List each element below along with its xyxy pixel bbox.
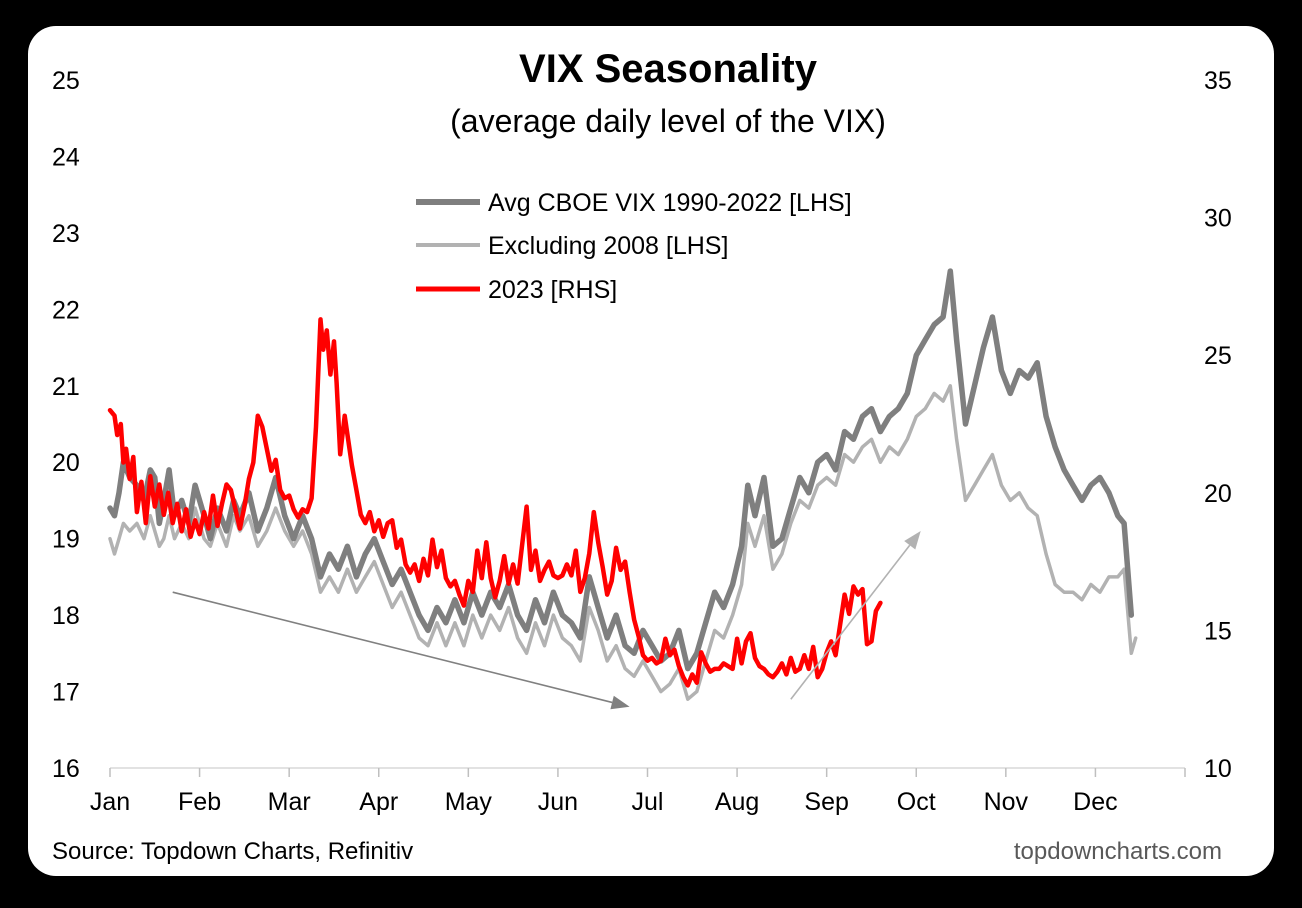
right-tick-label: 20 [1204,480,1232,508]
right-tick-label: 30 [1204,205,1232,233]
chart-card: VIX Seasonality (average daily level of … [28,26,1274,876]
series-line-2023 [107,317,883,688]
right-tick-label: 35 [1204,67,1232,95]
month-label-jul: Jul [632,788,664,816]
legend-label-avg-vix: Avg CBOE VIX 1990-2022 [LHS] [488,189,852,217]
month-label-oct: Oct [897,788,936,816]
legend: Avg CBOE VIX 1990-2022 [LHS] Excluding 2… [416,189,852,304]
month-label-jan: Jan [90,788,130,816]
annotation-arrow-line-2 [790,544,911,700]
right-axis: 10 15 20 25 30 35 [1204,67,1232,783]
month-label-nov: Nov [984,788,1029,816]
source-note: Source: Topdown Charts, Refinitiv [52,838,413,865]
brand-watermark: topdowncharts.com [1014,838,1222,865]
annotation-arrows [172,531,921,710]
chart: VIX Seasonality (average daily level of … [52,47,1232,865]
left-axis: 16 17 18 19 20 21 22 23 24 25 [52,67,80,783]
left-tick-label: 20 [52,449,80,477]
left-tick-label: 18 [52,602,80,630]
month-label-sep: Sep [804,788,848,816]
month-label-feb: Feb [178,788,221,816]
legend-label-2023: 2023 [RHS] [488,276,617,304]
series-layer [107,268,1138,701]
right-tick-label: 25 [1204,342,1232,370]
chart-subtitle: (average daily level of the VIX) [450,103,886,139]
left-tick-label: 19 [52,526,80,554]
month-label-aug: Aug [715,788,759,816]
x-axis: Jan Feb Mar Apr May Jun Jul Aug Sep Oct Nov Dec [90,767,1186,816]
left-tick-label: 22 [52,296,80,324]
left-tick-label: 24 [52,143,80,171]
annotation-arrow-head-2 [904,531,921,550]
month-label-apr: Apr [359,788,398,816]
left-tick-label: 16 [52,755,80,783]
month-label-may: May [445,788,493,816]
month-label-jun: Jun [538,788,578,816]
chart-title: VIX Seasonality [519,47,818,91]
month-label-mar: Mar [268,788,311,816]
left-tick-label: 21 [52,373,80,401]
annotation-arrow-line-1 [172,591,613,704]
left-tick-label: 23 [52,220,80,248]
right-tick-label: 10 [1204,755,1232,783]
right-tick-label: 15 [1204,617,1232,645]
series-line-avg-vix [107,268,1135,672]
annotation-arrow-head-1 [610,695,630,710]
legend-label-excluding-2008: Excluding 2008 [LHS] [488,232,728,260]
month-label-dec: Dec [1073,788,1117,816]
left-tick-label: 17 [52,679,80,707]
left-tick-label: 25 [52,67,80,95]
